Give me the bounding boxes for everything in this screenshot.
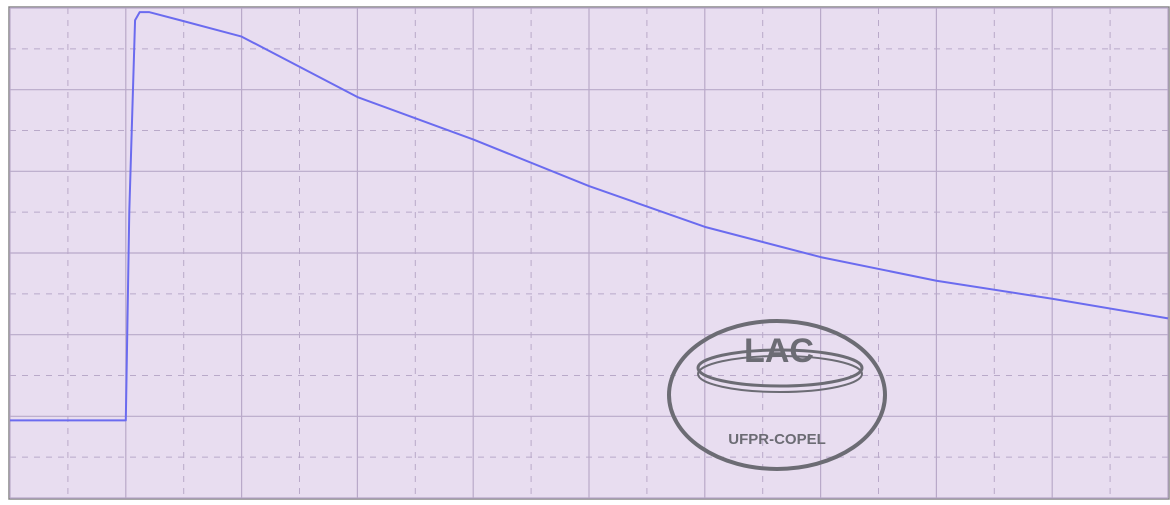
oscilloscope-screen: LAC UFPR-COPEL <box>0 0 1170 505</box>
logo-title: LAC <box>744 332 814 370</box>
logo-subtitle: UFPR-COPEL <box>728 431 826 448</box>
